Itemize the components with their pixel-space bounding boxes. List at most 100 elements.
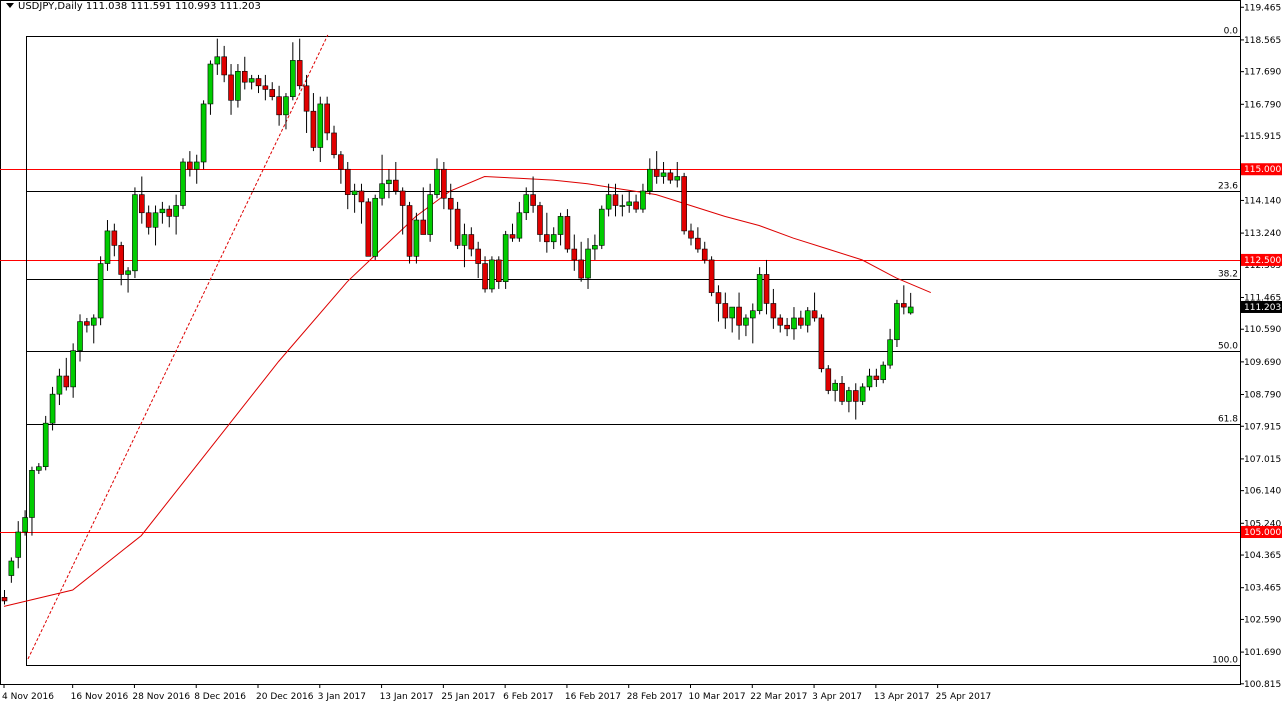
candle-18 (125, 267, 131, 293)
candle-54 (372, 194, 379, 260)
x-tick-label-13: 3 Apr 2017 (812, 692, 862, 702)
candle-118 (811, 292, 818, 322)
level-box-label: 105.000 (1244, 528, 1281, 538)
y-tick-label-18: 103.465 (1244, 584, 1281, 594)
current-price-bg (1241, 300, 1282, 313)
candle-body (777, 317, 784, 326)
candle-20 (139, 176, 145, 224)
candle-124 (852, 383, 859, 420)
symbol-timeframe: USDJPY,Daily (18, 1, 83, 12)
candle-body (8, 560, 15, 576)
fib-label-2: 38.2 (1218, 270, 1238, 280)
candle-51 (351, 183, 358, 213)
y-tick-label-11: 109.690 (1244, 358, 1281, 368)
candle-79 (544, 212, 550, 253)
candle-body (365, 201, 372, 257)
candle-body (255, 78, 262, 87)
y-tick-label-0: 119.465 (1244, 3, 1281, 13)
y-tick-label-17: 104.365 (1244, 551, 1281, 561)
candle-26 (180, 158, 186, 210)
candle-74 (509, 223, 516, 242)
candle-body (427, 194, 433, 235)
candle-15 (104, 220, 111, 271)
y-tick-label-21: 100.815 (1244, 680, 1281, 690)
candle-31 (214, 38, 221, 75)
candle-body (873, 375, 880, 380)
level-box-label: 115.000 (1244, 165, 1281, 175)
fib-label-5: 100.0 (1212, 656, 1238, 666)
candle-14 (97, 256, 104, 326)
candle-121 (832, 379, 838, 402)
candle-69 (475, 241, 481, 279)
candle-81 (557, 212, 564, 246)
candle-71 (489, 256, 495, 293)
candle-17 (118, 241, 125, 286)
candle-body (544, 234, 550, 243)
candle-body (901, 303, 907, 308)
candle-37 (255, 74, 262, 94)
candle-body (317, 103, 324, 148)
fib-label-3: 50.0 (1218, 342, 1238, 352)
x-tick-label-14: 13 Apr 2017 (874, 692, 930, 702)
candle-89 (612, 183, 619, 217)
current-price-box: 111.203 (1241, 300, 1282, 313)
level-price-box-1: 112.500 (1241, 253, 1282, 266)
candle-body (482, 263, 488, 290)
candle-3 (22, 510, 28, 536)
candle-body (56, 375, 63, 395)
candle-body (221, 56, 227, 76)
candle-24 (166, 205, 173, 228)
candle-body (303, 85, 310, 112)
candle-body (653, 168, 660, 177)
candle-112 (770, 288, 777, 329)
candle-body (729, 306, 735, 319)
candle-body (674, 176, 681, 181)
candle-75 (516, 201, 523, 242)
candle-120 (825, 365, 832, 395)
y-tick-label-19: 102.590 (1244, 615, 1281, 625)
candle-body (537, 205, 543, 235)
y-tick-label-13: 107.915 (1244, 422, 1281, 432)
candle-body (523, 194, 530, 214)
y-tick-label-12: 108.790 (1244, 391, 1281, 401)
candle-94 (647, 158, 653, 195)
candle-body (818, 317, 825, 370)
candle-93 (640, 183, 646, 213)
candle-body (736, 306, 742, 326)
candle-body (132, 194, 138, 272)
candle-45 (310, 93, 317, 152)
dropdown-triangle-icon[interactable] (6, 3, 14, 8)
y-tick-label-16: 105.240 (1244, 519, 1281, 529)
candle-body (139, 194, 145, 214)
candle-108 (743, 314, 749, 337)
candle-body (825, 368, 832, 391)
candle-123 (846, 386, 852, 413)
candle-116 (798, 310, 804, 329)
y-tick-label-2: 117.690 (1244, 68, 1281, 78)
candle-48 (331, 125, 337, 159)
x-tick-label-5: 3 Jan 2017 (318, 692, 366, 702)
candle-body (894, 303, 900, 341)
candle-91 (626, 191, 633, 213)
candle-body (619, 205, 626, 207)
candle-body (798, 317, 804, 326)
candle-47 (324, 96, 330, 141)
candle-115 (791, 307, 797, 340)
candle-body (447, 197, 454, 210)
candle-106 (729, 306, 735, 333)
candle-97 (667, 169, 674, 184)
candle-body (578, 259, 584, 279)
candle-body (235, 70, 241, 101)
candle-111 (763, 259, 770, 315)
candle-25 (173, 194, 179, 235)
candle-body (633, 201, 639, 210)
candle-23 (159, 201, 166, 224)
candle-body (846, 390, 852, 402)
candle-body (557, 216, 564, 235)
x-tick-label-12: 22 Mar 2017 (750, 692, 807, 702)
candle-body (708, 259, 715, 293)
candle-59 (406, 201, 413, 264)
candle-body (859, 386, 866, 402)
candle-body (166, 208, 173, 217)
